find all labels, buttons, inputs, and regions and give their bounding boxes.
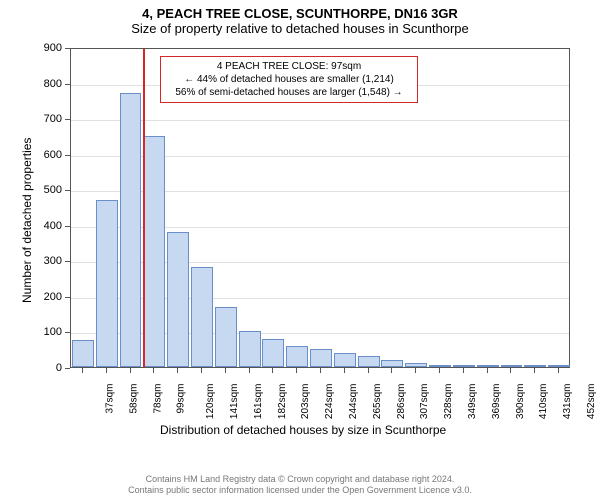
x-tick-label: 369sqm bbox=[491, 384, 502, 420]
x-tick-label: 390sqm bbox=[515, 384, 526, 420]
y-tick-label: 0 bbox=[30, 362, 62, 374]
histogram-bar bbox=[334, 353, 356, 367]
x-tick-label: 58sqm bbox=[128, 384, 139, 414]
page-subtitle: Size of property relative to detached ho… bbox=[0, 21, 600, 36]
y-tick-label: 600 bbox=[30, 149, 62, 161]
x-tick-label: 286sqm bbox=[396, 384, 407, 420]
histogram-bar bbox=[405, 363, 427, 367]
histogram-bar bbox=[143, 136, 165, 367]
y-tick-label: 300 bbox=[30, 255, 62, 267]
x-tick-label: 224sqm bbox=[324, 384, 335, 420]
histogram-bar bbox=[167, 232, 189, 367]
histogram-bar bbox=[72, 340, 94, 367]
footer-line: Contains HM Land Registry data © Crown c… bbox=[0, 474, 600, 485]
x-tick-label: 182sqm bbox=[277, 384, 288, 420]
annotation-box: 4 PEACH TREE CLOSE: 97sqm ← 44% of detac… bbox=[160, 56, 418, 103]
x-tick-label: 410sqm bbox=[539, 384, 550, 420]
histogram-bar bbox=[191, 267, 213, 367]
x-tick-label: 431sqm bbox=[562, 384, 573, 420]
histogram-bar bbox=[381, 360, 403, 367]
histogram-bar bbox=[96, 200, 118, 367]
x-tick-label: 328sqm bbox=[443, 384, 454, 420]
histogram-bar bbox=[548, 365, 570, 367]
histogram-bar bbox=[286, 346, 308, 367]
histogram-bar bbox=[477, 365, 499, 367]
x-tick-label: 265sqm bbox=[372, 384, 383, 420]
histogram-bar bbox=[215, 307, 237, 367]
histogram-bar bbox=[310, 349, 332, 367]
x-tick-label: 307sqm bbox=[420, 384, 431, 420]
y-axis-title: Number of detached properties bbox=[20, 138, 34, 303]
x-tick-label: 349sqm bbox=[467, 384, 478, 420]
y-tick-label: 200 bbox=[30, 291, 62, 303]
footer: Contains HM Land Registry data © Crown c… bbox=[0, 474, 600, 496]
y-tick-label: 400 bbox=[30, 220, 62, 232]
y-tick-label: 700 bbox=[30, 113, 62, 125]
y-tick-label: 800 bbox=[30, 78, 62, 90]
histogram-bar bbox=[453, 365, 475, 367]
x-tick-label: 203sqm bbox=[300, 384, 311, 420]
x-tick-label: 141sqm bbox=[229, 384, 240, 420]
header: 4, PEACH TREE CLOSE, SCUNTHORPE, DN16 3G… bbox=[0, 0, 600, 36]
y-tick-label: 100 bbox=[30, 326, 62, 338]
histogram-bar bbox=[262, 339, 284, 367]
property-marker-line bbox=[143, 49, 145, 367]
annotation-line: ← 44% of detached houses are smaller (1,… bbox=[167, 73, 411, 86]
footer-line: Contains public sector information licen… bbox=[0, 485, 600, 496]
x-tick-label: 78sqm bbox=[152, 384, 163, 414]
x-axis-title: Distribution of detached houses by size … bbox=[160, 423, 446, 437]
histogram-bar bbox=[524, 365, 546, 367]
histogram-bar bbox=[239, 331, 261, 367]
page-title: 4, PEACH TREE CLOSE, SCUNTHORPE, DN16 3G… bbox=[0, 6, 600, 21]
x-tick-label: 452sqm bbox=[586, 384, 597, 420]
histogram-bar bbox=[501, 365, 523, 367]
y-tick-label: 900 bbox=[30, 42, 62, 54]
histogram-bar bbox=[120, 93, 142, 367]
x-tick-label: 120sqm bbox=[205, 384, 216, 420]
x-tick-label: 99sqm bbox=[176, 384, 187, 414]
histogram-bar bbox=[358, 356, 380, 367]
x-tick-label: 244sqm bbox=[348, 384, 359, 420]
annotation-line: 56% of semi-detached houses are larger (… bbox=[167, 86, 411, 99]
x-tick-label: 161sqm bbox=[253, 384, 264, 420]
histogram-bar bbox=[429, 365, 451, 367]
annotation-line: 4 PEACH TREE CLOSE: 97sqm bbox=[167, 60, 411, 73]
x-tick-label: 37sqm bbox=[104, 384, 115, 414]
y-tick-label: 500 bbox=[30, 184, 62, 196]
